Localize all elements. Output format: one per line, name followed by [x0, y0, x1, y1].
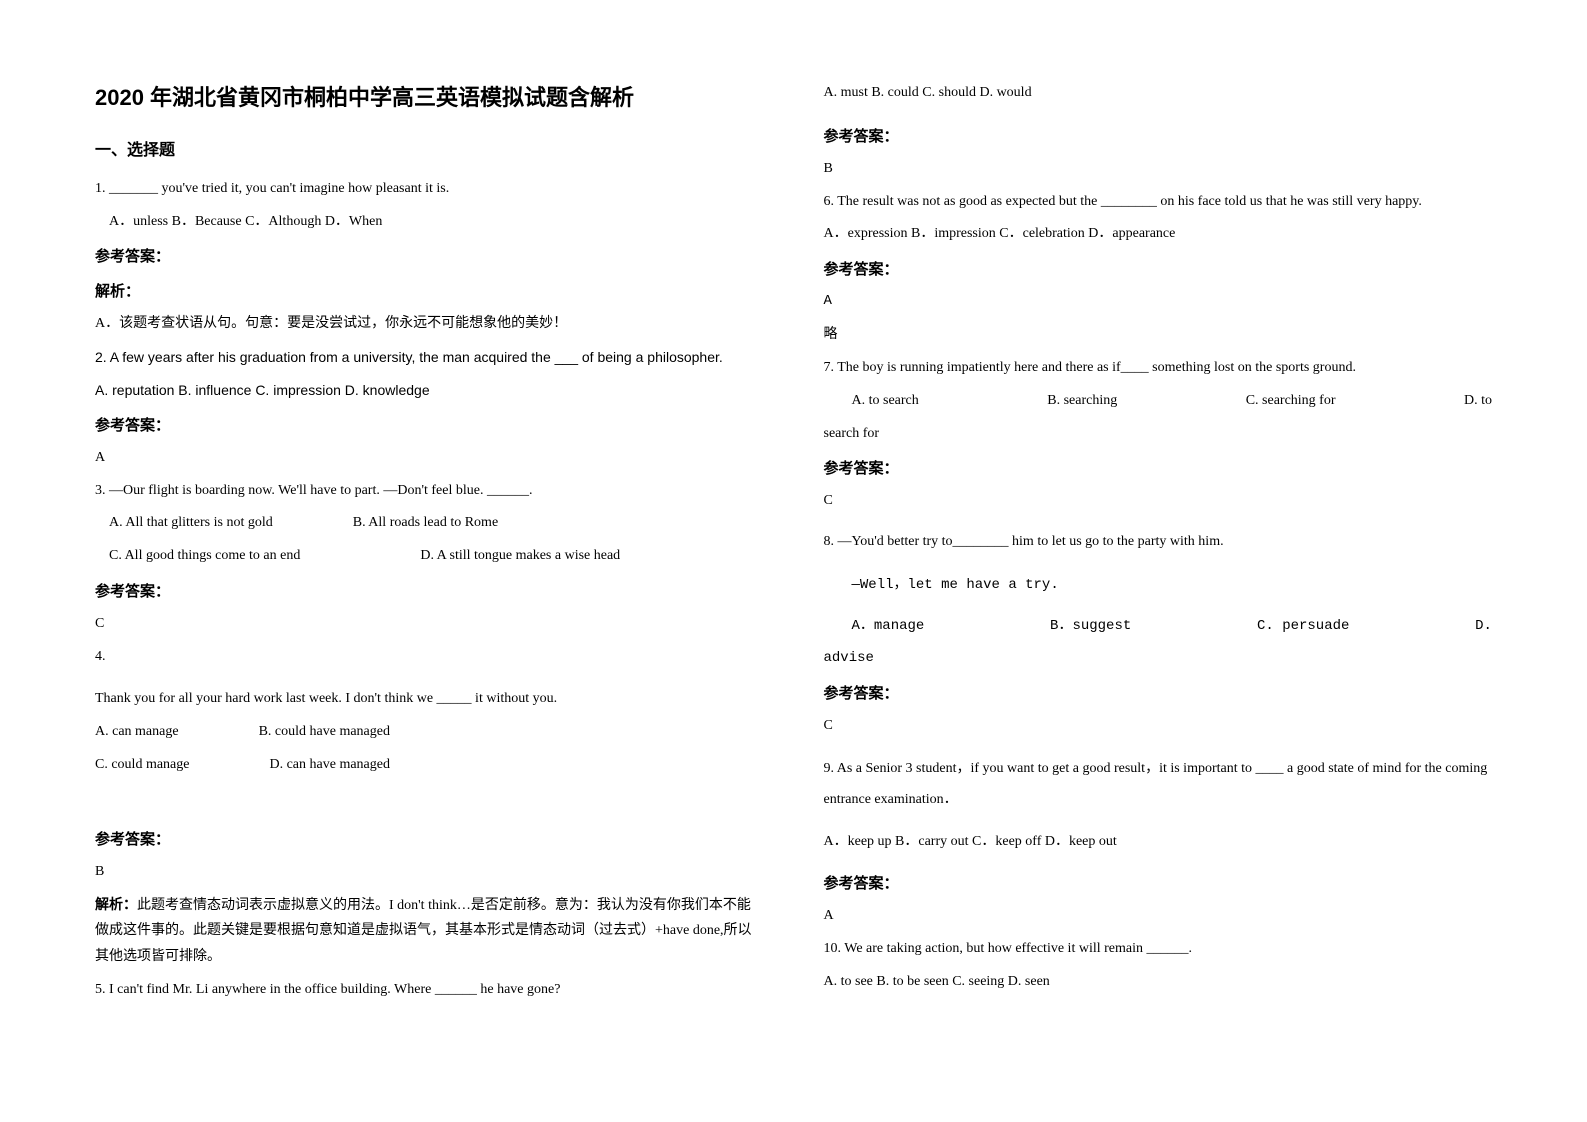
q7-text: 7. The boy is running impatiently here a… — [824, 355, 1493, 382]
section-heading: 一、选择题 — [95, 136, 764, 160]
q1-options: A．unless B．Because C．Although D．When — [95, 209, 764, 236]
q7-optC: C. searching for — [1246, 388, 1336, 415]
left-column: 2020 年湖北省黄冈市桐柏中学高三英语模拟试题含解析 一、选择题 1. ___… — [95, 80, 764, 1042]
q1-answer-label: 参考答案： — [95, 245, 764, 266]
q8-optB: B．suggest — [1050, 613, 1131, 640]
q4-num: 4. — [95, 644, 764, 671]
q8-text: 8. —You'd better try to________ him to l… — [824, 529, 1493, 556]
q7-optD: D. to — [1464, 388, 1492, 415]
q4-explain-text: 此题考查情态动词表示虚拟意义的用法。I don't think…是否定前移。意为… — [95, 898, 752, 963]
q4-options-row2: C. could manage D. can have managed — [95, 752, 764, 779]
q3-answer-label: 参考答案： — [95, 580, 764, 601]
q4-explain-bold: 解析： — [95, 896, 137, 912]
q8-answer-label: 参考答案： — [824, 682, 1493, 703]
q3-optA: A. All that glitters is not gold — [109, 510, 273, 537]
document-title: 2020 年湖北省黄冈市桐柏中学高三英语模拟试题含解析 — [95, 80, 764, 112]
q7-answer: C — [824, 488, 1493, 513]
q8-optD: D. — [1475, 613, 1492, 640]
q4-text: Thank you for all your hard work last we… — [95, 686, 764, 713]
q1-explain-label: 解析： — [95, 280, 764, 301]
q3-answer: C — [95, 611, 764, 636]
q8-optA: A．manage — [852, 613, 925, 640]
q2-options: A. reputation B. influence C. impression… — [95, 377, 764, 404]
q3-optD: D. A still tongue makes a wise head — [420, 543, 620, 570]
q9-options: A．keep up B．carry out C．keep off D．keep … — [824, 829, 1493, 856]
q8-optC: C. persuade — [1257, 613, 1349, 640]
right-column: A. must B. could C. should D. would 参考答案… — [824, 80, 1493, 1042]
q6-text: 6. The result was not as good as expecte… — [824, 189, 1493, 216]
q7-optB: B. searching — [1047, 388, 1117, 415]
q3-options-row1: A. All that glitters is not gold B. All … — [95, 510, 764, 537]
q8-text2: —Well，let me have a try. — [824, 572, 1493, 599]
q4-optA: A. can manage — [95, 719, 179, 746]
q1-explain: A．该题考查状语从句。句意：要是没尝试过，你永远不可能想象他的美妙！ — [95, 311, 764, 336]
q4-optC: C. could manage — [95, 752, 189, 779]
q6-answer: A — [824, 289, 1493, 314]
q4-optB: B. could have managed — [259, 719, 390, 746]
q8-answer: C — [824, 713, 1493, 738]
q2-text: 2. A few years after his graduation from… — [95, 344, 764, 371]
q4-answer-label: 参考答案： — [95, 828, 764, 849]
q10-text: 10. We are taking action, but how effect… — [824, 936, 1493, 963]
q7-optA: A. to search — [852, 388, 919, 415]
q8-optD2: advise — [824, 645, 1493, 672]
q7-options-row: A. to search B. searching C. searching f… — [824, 388, 1493, 415]
q4-explain: 解析：此题考查情态动词表示虚拟意义的用法。I don't think…是否定前移… — [95, 892, 764, 969]
q5-options: A. must B. could C. should D. would — [824, 80, 1493, 107]
q7-answer-label: 参考答案： — [824, 457, 1493, 478]
q9-answer-label: 参考答案： — [824, 872, 1493, 893]
q5-text: 5. I can't find Mr. Li anywhere in the o… — [95, 977, 764, 1004]
q4-answer: B — [95, 859, 764, 884]
q4-options-row1: A. can manage B. could have managed — [95, 719, 764, 746]
q2-answer-label: 参考答案： — [95, 414, 764, 435]
q1-text: 1. _______ you've tried it, you can't im… — [95, 176, 764, 203]
q9-answer: A — [824, 903, 1493, 928]
q6-options: A．expression B．impression C．celebration … — [824, 221, 1493, 248]
q6-answer-label: 参考答案： — [824, 258, 1493, 279]
q8-options-row: A．manage B．suggest C. persuade D. — [824, 613, 1493, 640]
q6-brief: 略 — [824, 322, 1493, 347]
q4-optD: D. can have managed — [269, 752, 390, 779]
q3-text: 3. —Our flight is boarding now. We'll ha… — [95, 478, 764, 505]
q3-options-row2: C. All good things come to an end D. A s… — [95, 543, 764, 570]
q5-answer-label: 参考答案： — [824, 125, 1493, 146]
q3-optB: B. All roads lead to Rome — [353, 510, 498, 537]
q9-text: 9. As a Senior 3 student，if you want to … — [824, 754, 1493, 816]
q2-answer: A — [95, 445, 764, 470]
q3-optC: C. All good things come to an end — [109, 543, 300, 570]
q5-answer: B — [824, 156, 1493, 181]
q10-options: A. to see B. to be seen C. seeing D. see… — [824, 969, 1493, 996]
q7-optD2: search for — [824, 421, 1493, 448]
